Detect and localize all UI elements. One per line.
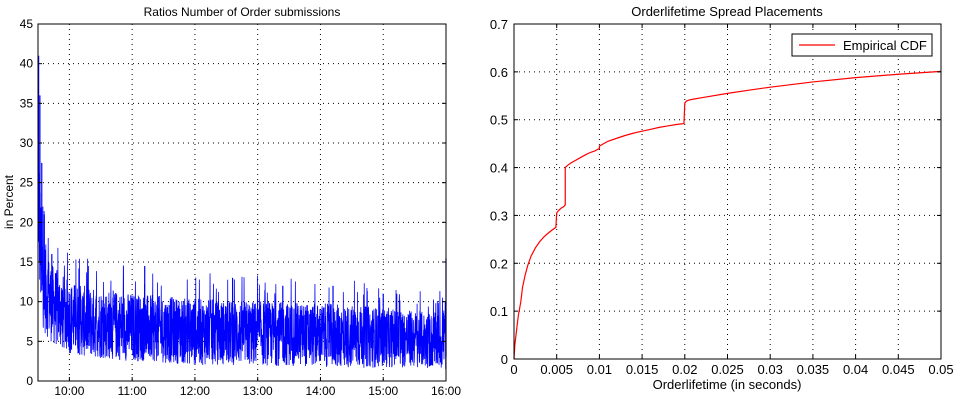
chart-orderlifetime: Orderlifetime Spread Placements Orderlif… [490,4,954,392]
x-tick-label: 15:00 [368,384,398,398]
y-tick-label: 25 [20,176,34,190]
x-tick-label: 0.015 [626,362,659,377]
y-tick-label: 0 [501,352,508,367]
x-tick-label: 14:00 [305,384,335,398]
y-tick-label: 45 [20,17,34,31]
x-tick-label: 0.025 [711,362,744,377]
chart-title: Ratios Number of Order submissions [144,5,341,19]
y-tick-label: 0 [26,374,33,388]
chart-order-submissions: Ratios Number of Order submissions in Pe… [2,5,461,398]
chart-title: Orderlifetime Spread Placements [631,4,823,19]
y-tick-label: 0.3 [490,208,508,223]
x-tick-label: 11:00 [118,384,147,398]
legend: Empirical CDF [792,34,932,56]
y-axis-label: in Percent [2,174,16,229]
x-tick-label: 0.03 [758,362,783,377]
y-tick-label: 0.4 [490,161,508,176]
x-axis-label: Orderlifetime (in seconds) [653,377,802,392]
plot-area [38,56,446,369]
y-tick-label: 35 [20,96,34,110]
y-tick-label: 0.7 [490,17,508,32]
y-tick-label: 20 [20,215,34,229]
x-tick-label: 0.005 [540,362,573,377]
y-tick-label: 30 [20,136,34,150]
x-tick-label: 12:00 [180,384,210,398]
x-ticks: 10:00 11:00 12:00 13:00 14:00 15:00 16:00 [54,377,461,398]
x-tick-label: 16:00 [431,384,461,398]
x-tick-label: 0.035 [797,362,830,377]
y-ticks: 0 0.1 0.2 0.3 0.4 0.5 0.6 0.7 [490,17,941,367]
y-tick-label: 0.2 [490,256,508,271]
x-tick-label: 10:00 [54,384,84,398]
x-tick-label: 13:00 [243,384,273,398]
x-tick-label: 0 [510,362,517,377]
x-tick-label: 0.045 [882,362,915,377]
y-tick-label: 10 [20,295,34,309]
legend-label: Empirical CDF [843,38,927,53]
x-tick-label: 0.04 [843,362,868,377]
y-tick-label: 40 [20,57,34,71]
x-tick-label: 0.01 [587,362,612,377]
y-tick-label: 5 [26,334,33,348]
series-line [38,150,446,369]
grid [514,24,941,359]
x-ticks: 0 0.005 0.01 0.015 0.02 0.025 0.03 0.035 0.04 0.0… [510,24,953,377]
y-tick-label: 0.1 [490,304,508,319]
x-tick-label: 0.05 [928,362,953,377]
y-tick-label: 15 [20,255,34,269]
x-tick-label: 0.02 [672,362,697,377]
y-tick-label: 0.6 [490,65,508,80]
y-tick-label: 0.5 [490,113,508,128]
